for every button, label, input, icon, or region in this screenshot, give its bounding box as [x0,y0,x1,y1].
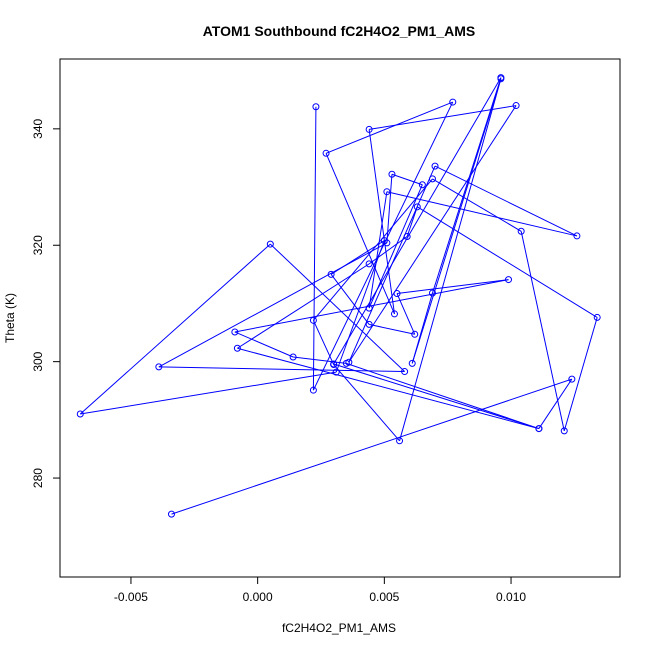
data-point [401,368,409,376]
data-point [380,237,388,245]
data-point [327,270,335,278]
series-segment [234,331,294,358]
series-segment [432,77,502,294]
series-segment [346,362,540,430]
data-point [365,125,373,133]
series-segment [348,105,517,363]
data-point [330,360,338,368]
series-segment [399,78,502,441]
data-point [289,353,297,361]
series-segment [312,320,335,365]
series-segment [391,173,423,186]
data-point [560,427,568,435]
data-point [266,240,274,248]
data-point [365,304,373,312]
y-axis-label: Theta (K) [3,293,17,343]
data-point [408,359,416,367]
series-segment [335,240,385,373]
data-point [309,386,317,394]
series-segment [313,178,433,321]
data-point [388,170,396,178]
series-segment [269,243,405,372]
data-point [428,175,436,183]
x-tick-label: 0.000 [243,590,273,604]
series-segment [325,101,453,154]
series-segment [563,317,598,432]
data-point [512,102,520,110]
data-point [383,188,391,196]
series-segment [386,191,578,237]
y-axis: 280 300 320 340 [31,119,61,488]
series-segment [171,378,573,515]
data-point [431,162,439,170]
data-point [413,203,421,211]
data-point [505,276,513,284]
series-segment [333,363,540,430]
series-segment [396,279,509,295]
data-point [332,368,340,376]
y-tick-label: 280 [31,468,45,488]
series-segment [79,243,271,415]
series-segment [293,356,347,364]
data-point [449,98,457,106]
data-point [155,363,163,371]
series-segment [333,364,400,442]
series-segment [80,371,337,415]
data-point [233,344,241,352]
x-axis: -0.005 0.000 0.005 0.010 [114,576,526,604]
y-tick-label: 320 [31,235,45,255]
data-point [428,289,436,297]
data-point [390,310,398,318]
series-group [76,74,601,518]
data-point [231,328,239,336]
data-point [403,233,411,241]
data-point [568,375,576,383]
data-point [535,425,543,433]
data-point [365,260,373,268]
data-point [312,103,320,111]
series-segment [237,263,370,349]
x-tick-label: 0.005 [369,590,399,604]
series-segment [417,206,598,318]
data-point [322,149,330,157]
series-segment [411,292,433,364]
data-point [593,313,601,321]
x-tick-label: -0.005 [114,590,148,604]
data-point [365,320,373,328]
series-segment [369,323,415,335]
series-segment [434,165,578,237]
data-point [573,232,581,240]
y-tick-label: 300 [31,351,45,371]
data-point [517,227,525,235]
series-segment [520,231,565,432]
series-segment [538,378,573,429]
data-point [342,359,350,367]
series-segment [312,106,317,391]
chart-title: ATOM1 Southbound fC2H4O2_PM1_AMS [203,23,476,39]
series-segment [325,153,395,315]
series-segment [411,78,502,364]
series-segment [432,178,522,232]
x-axis-label: fC2H4O2_PM1_AMS [282,621,396,635]
data-point [309,316,317,324]
data-point [411,330,419,338]
data-point [418,181,426,189]
x-tick-label: 0.010 [496,590,526,604]
data-point [396,437,404,445]
series-segment [330,274,370,325]
data-point [76,410,84,418]
y-tick-label: 340 [31,119,45,139]
series-segment [333,77,502,365]
series-segment [312,101,454,391]
series-segment [368,191,388,309]
series-segment [158,366,405,373]
series-segment [406,206,418,237]
series-segment [368,236,408,265]
data-point [167,510,175,518]
data-point [393,290,401,298]
data-point [497,74,505,82]
series-segment [237,347,540,430]
